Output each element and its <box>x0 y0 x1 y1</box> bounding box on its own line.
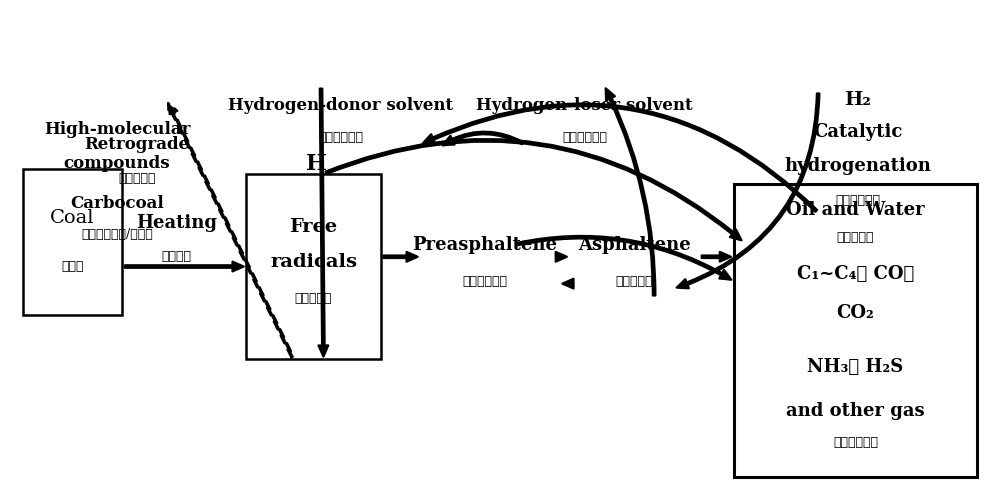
Text: Asphaltene: Asphaltene <box>578 236 691 253</box>
FancyArrowPatch shape <box>168 103 294 357</box>
Text: Carbocoal: Carbocoal <box>70 195 164 211</box>
Text: NH₃、 H₂S: NH₃、 H₂S <box>807 358 904 375</box>
Text: （自由基）: （自由基） <box>295 292 332 305</box>
Text: Heating: Heating <box>136 213 217 232</box>
Text: Free: Free <box>289 218 338 237</box>
FancyArrowPatch shape <box>318 88 328 357</box>
Text: H: H <box>306 153 327 175</box>
FancyArrowPatch shape <box>677 93 819 288</box>
Text: （煤）: （煤） <box>61 260 84 273</box>
FancyArrowPatch shape <box>125 262 244 271</box>
FancyArrowPatch shape <box>423 104 817 212</box>
Text: compounds: compounds <box>64 156 170 172</box>
Text: Coal: Coal <box>50 208 95 227</box>
Text: Retrograde: Retrograde <box>84 136 190 153</box>
Text: （逆反应）: （逆反应） <box>118 172 156 185</box>
Text: hydrogenation: hydrogenation <box>785 158 931 175</box>
FancyBboxPatch shape <box>23 169 122 315</box>
FancyArrowPatch shape <box>702 252 731 262</box>
Text: Hydrogen-donor solvent: Hydrogen-donor solvent <box>228 97 453 114</box>
Text: （供氢溶剂）: （供氢溶剂） <box>318 130 363 144</box>
Text: （加热）: （加热） <box>162 250 192 263</box>
FancyArrowPatch shape <box>326 139 742 240</box>
Text: radicals: radicals <box>270 252 357 271</box>
Text: （高分子物质/焦炭）: （高分子物质/焦炭） <box>81 228 153 241</box>
Text: （其他气体）: （其他气体） <box>833 436 878 449</box>
FancyArrowPatch shape <box>383 252 418 262</box>
FancyArrowPatch shape <box>606 88 655 295</box>
Text: Catalytic: Catalytic <box>813 123 903 141</box>
Text: Preasphaltene: Preasphaltene <box>413 236 558 253</box>
Text: Oil and Water: Oil and Water <box>786 202 925 219</box>
Text: Hydrogen-loser solvent: Hydrogen-loser solvent <box>476 97 693 114</box>
FancyArrowPatch shape <box>562 279 574 288</box>
Text: H₂: H₂ <box>845 91 871 110</box>
Text: （贯氢溶剂）: （贯氢溶剂） <box>562 130 607 144</box>
Text: CO₂: CO₂ <box>837 304 874 322</box>
Text: High-molecular: High-molecular <box>44 121 190 138</box>
Text: （催化加氢）: （催化加氢） <box>836 194 881 207</box>
Text: C₁~C₄、 CO、: C₁~C₄、 CO、 <box>797 265 914 283</box>
FancyArrowPatch shape <box>556 252 567 262</box>
FancyBboxPatch shape <box>246 174 381 359</box>
FancyBboxPatch shape <box>734 183 977 477</box>
Text: （前氥青烯）: （前氥青烯） <box>463 275 508 288</box>
Text: and other gas: and other gas <box>786 402 925 419</box>
Text: （氥青烯）: （氥青烯） <box>616 275 653 288</box>
FancyArrowPatch shape <box>517 236 731 280</box>
Text: （油和水）: （油和水） <box>837 231 874 244</box>
FancyArrowPatch shape <box>443 132 523 145</box>
